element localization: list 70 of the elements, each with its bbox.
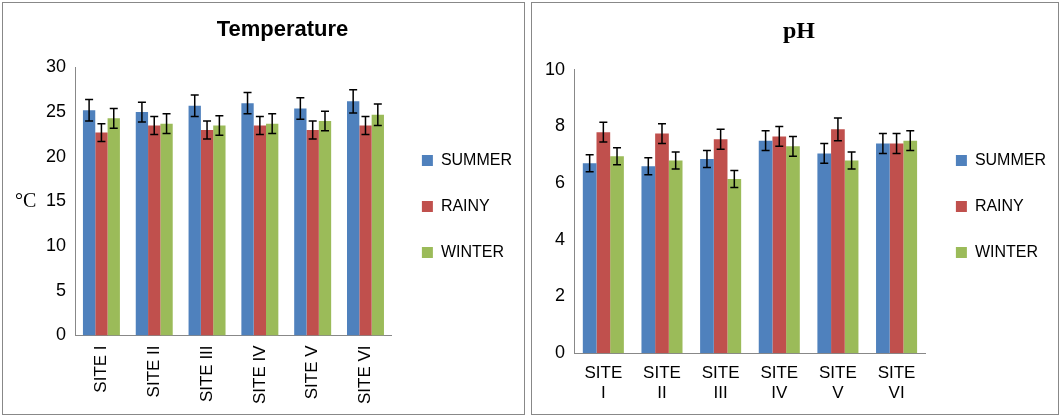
bar [213,125,226,336]
bar [713,139,728,354]
chart-title: Temperature [216,16,349,42]
y-tick-label: 6 [555,172,566,193]
x-tick-label: SITE V [819,363,857,403]
chart-title: pH [782,16,816,43]
legend-label: SUMMER [440,150,512,168]
bar [160,123,173,336]
legend-label: SUMMER [974,150,1046,168]
y-tick-label: 10 [45,235,67,256]
bar [294,108,307,336]
x-tick-label: SITE II [643,363,681,403]
bar [266,123,279,336]
bar [889,143,904,354]
y-tick-label: 25 [45,101,67,122]
legend-label: RAINY [974,196,1025,214]
y-tick-label: 0 [555,342,566,363]
bar [610,156,624,354]
bar [700,159,714,354]
bar [668,160,683,354]
bar [758,140,773,354]
y-tick-label: 10 [544,58,566,79]
bar [95,132,108,336]
y-axis-title: °C [15,188,37,211]
bar [359,125,372,336]
bar [371,114,384,336]
x-tick-label: SITE II [143,345,163,398]
bar [241,103,254,336]
x-tick-label: SITE I [584,363,623,403]
bar [844,160,859,354]
y-tick-label: 15 [45,190,67,211]
x-tick-label: SITE VI [877,363,916,403]
x-tick-label: SITE IV [249,344,269,405]
bar [596,132,611,354]
bar [82,110,96,336]
bar [135,112,149,336]
x-tick-label: SITE III [196,345,216,403]
bar [347,101,360,336]
bar [582,163,597,354]
bar [876,143,890,354]
bar [188,105,201,336]
bar [655,133,669,354]
y-tick-label: 8 [555,115,566,136]
legend-label: WINTER [974,242,1038,260]
x-tick-label: SITE V [302,344,322,400]
bar [253,125,267,336]
y-tick-label: 2 [555,285,566,306]
bar [306,129,319,336]
bar [772,136,787,354]
bar [107,118,120,336]
bar [148,125,161,336]
bar [641,166,656,354]
x-tick-label: SITE VI [355,345,375,405]
bar [817,153,832,354]
bar [831,129,845,354]
bar [318,121,332,336]
x-tick-label: SITE I [91,345,111,393]
y-tick-label: 30 [45,56,67,77]
bar [786,146,800,354]
x-tick-label: SITE III [701,363,740,403]
bar [903,140,918,354]
legend-label: WINTER [440,242,504,260]
y-tick-label: 4 [555,228,566,249]
bar [200,129,214,336]
bar [727,178,742,354]
y-tick-label: 5 [56,279,67,300]
y-tick-label: 0 [56,324,67,345]
legend-label: RAINY [440,196,491,214]
y-tick-label: 20 [45,145,67,166]
x-tick-label: SITE IV [760,363,799,403]
